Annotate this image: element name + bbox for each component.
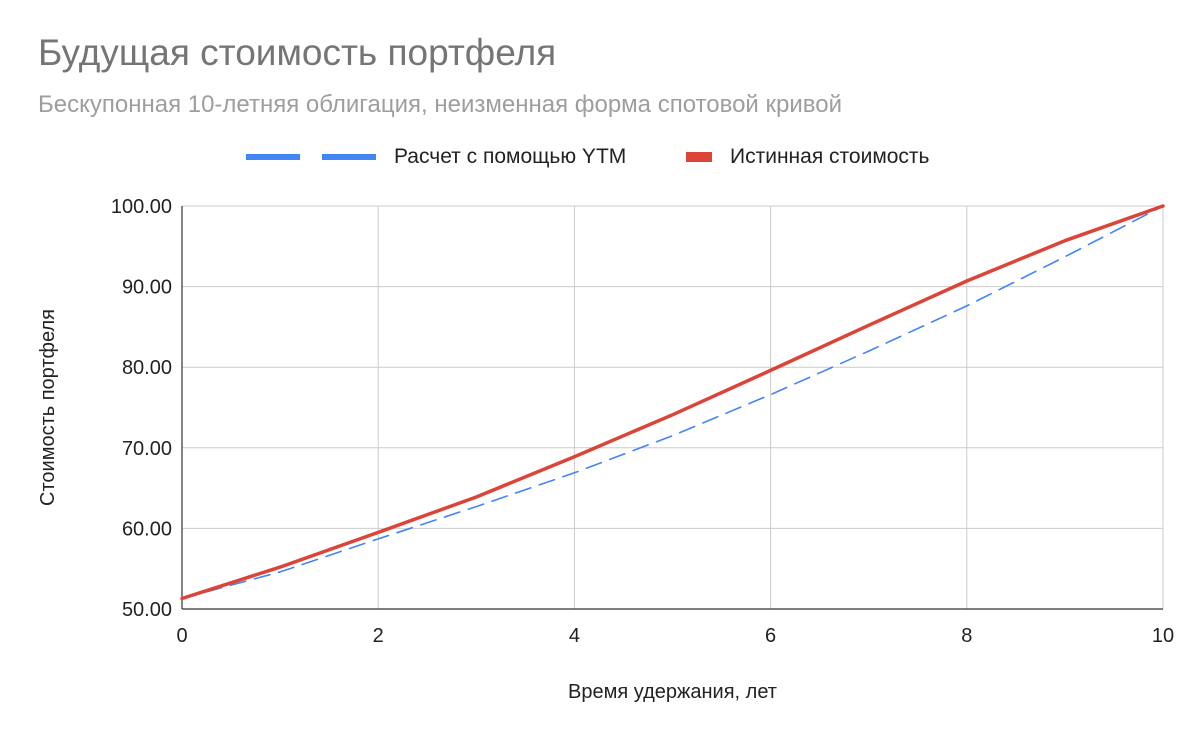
y-tick-label: 60.00 [122, 518, 172, 540]
y-tick-label: 90.00 [122, 277, 172, 299]
chart-subtitle: Бескупонная 10-летняя облигация, неизмен… [38, 91, 842, 118]
legend-item-ytm[interactable]: Расчет с помощью YTM [246, 142, 626, 172]
tick-labels: 50.00 60.00 70.00 80.00 90.00 100.00 0 2 4 6 8 10 [111, 196, 1174, 647]
grid [182, 205, 1164, 609]
x-axis-title: Время удержания, лет [568, 681, 777, 703]
series-line-ytm [181, 205, 1164, 600]
y-tick-label: 50.00 [122, 599, 172, 621]
y-axis-title: Стоимость портфеля [37, 309, 59, 506]
axes [181, 206, 1163, 610]
legend-label-true-value: Истинная стоимость [730, 145, 930, 168]
legend-swatch-ytm [246, 154, 376, 160]
legend-label-ytm: Расчет с помощью YTM [394, 145, 627, 168]
series-line-true-value [180, 204, 1165, 601]
y-tick-label: 80.00 [122, 357, 172, 379]
series-layer [180, 204, 1165, 601]
x-tick-label: 8 [961, 625, 972, 647]
legend-item-true-value[interactable]: Истинная стоимость [686, 142, 930, 172]
x-tick-label: 2 [373, 625, 384, 647]
x-tick-label: 6 [765, 625, 776, 647]
x-tick-label: 4 [569, 625, 580, 647]
y-tick-label: 100.00 [111, 196, 172, 218]
y-tick-label: 70.00 [122, 438, 172, 460]
legend: Расчет с помощью YTM Истинная стоимость [0, 142, 1200, 172]
chart-title: Будущая стоимость портфеля [38, 32, 557, 73]
legend-swatch-true-value [686, 152, 712, 162]
x-tick-label: 10 [1152, 625, 1174, 647]
x-tick-label: 0 [176, 625, 187, 647]
